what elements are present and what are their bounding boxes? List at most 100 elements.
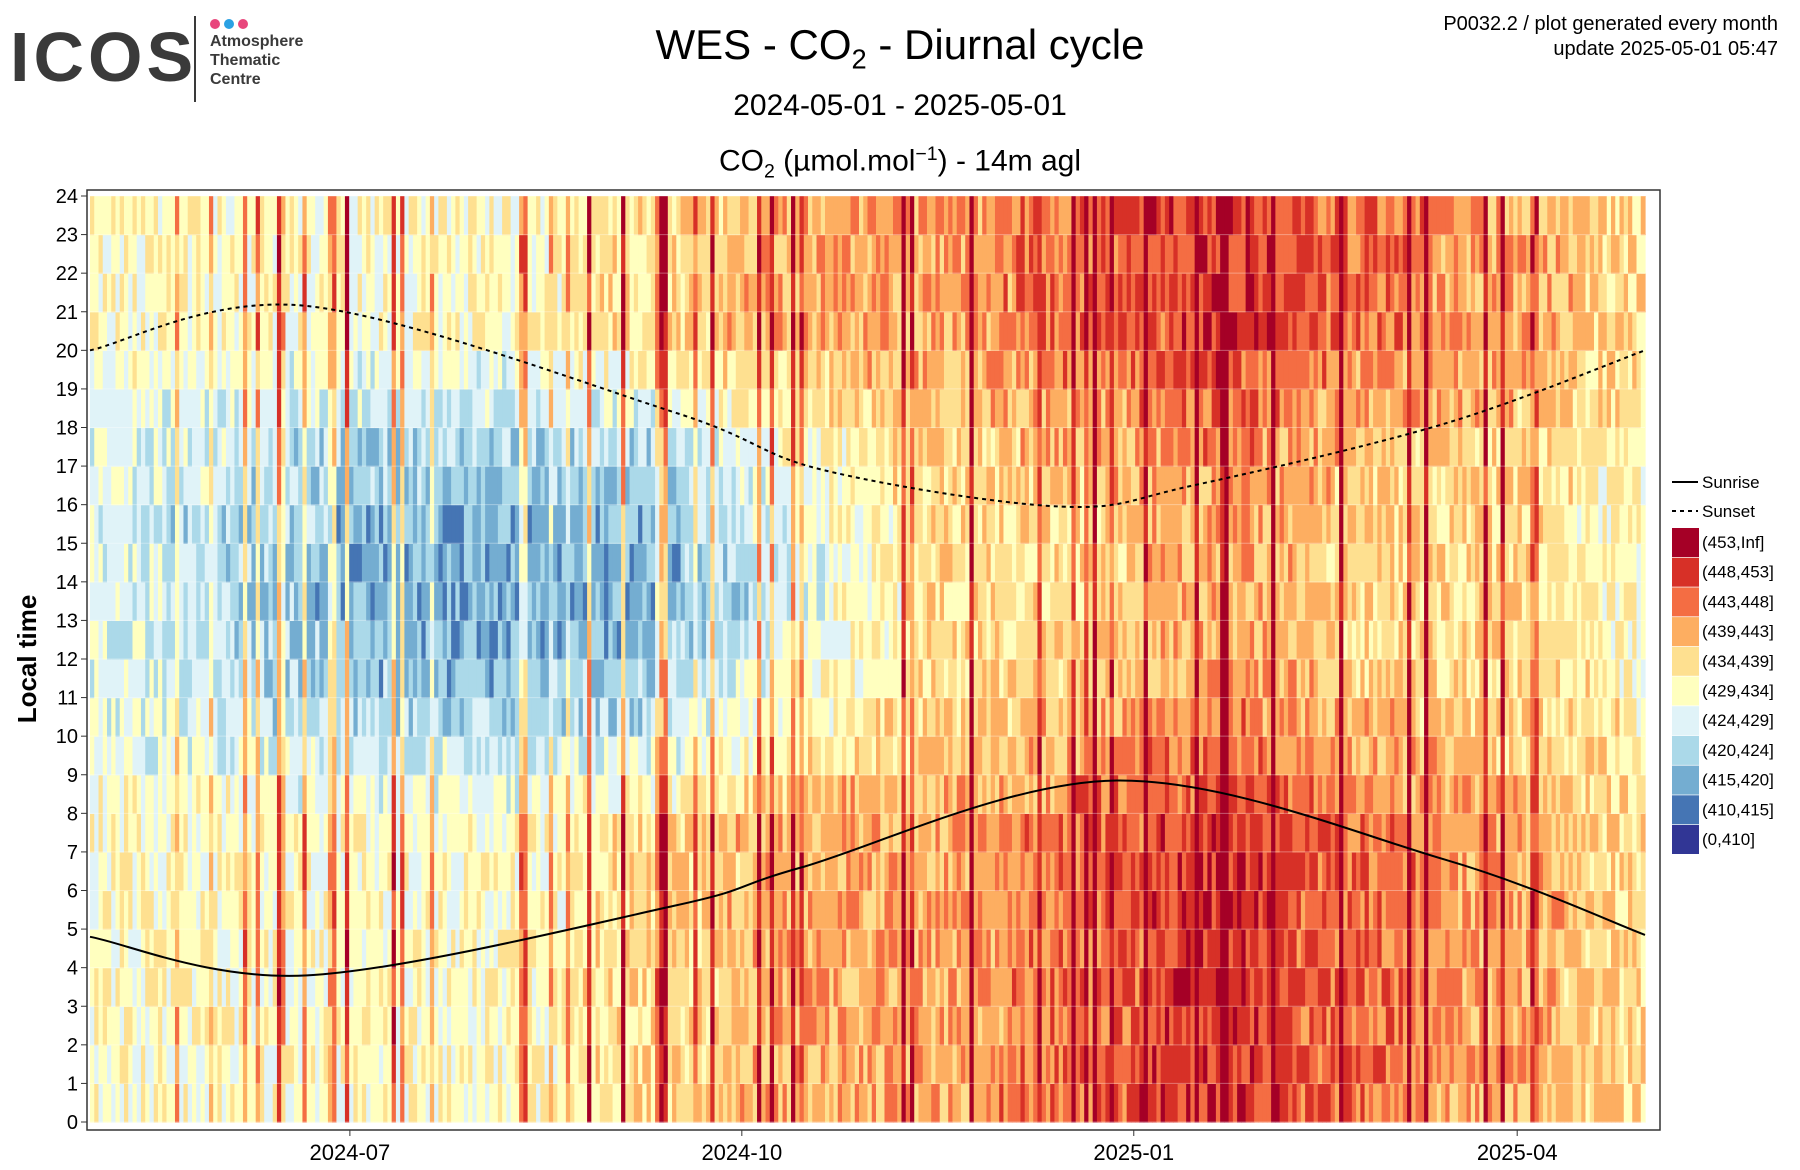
heat-cell bbox=[706, 234, 711, 274]
heat-cell bbox=[544, 1083, 550, 1123]
heat-cell bbox=[727, 851, 733, 892]
heat-cell bbox=[315, 890, 321, 930]
heat-cell bbox=[553, 890, 558, 930]
heat-cell bbox=[90, 350, 95, 390]
heat-cell bbox=[888, 234, 894, 274]
heat-cell bbox=[187, 466, 193, 506]
heat-cell bbox=[111, 1083, 117, 1123]
heat-cell bbox=[888, 620, 894, 660]
heat-cell bbox=[276, 466, 282, 506]
heat-cell bbox=[718, 273, 724, 313]
heat-cell bbox=[434, 388, 439, 429]
heat-cell bbox=[179, 890, 185, 930]
heat-cell bbox=[166, 1006, 172, 1046]
heat-cell bbox=[344, 581, 350, 622]
heat-cell bbox=[706, 350, 711, 390]
heat-cell bbox=[145, 350, 151, 390]
heat-cell bbox=[570, 311, 575, 351]
heat-cell bbox=[123, 890, 129, 930]
heat-cell bbox=[289, 581, 295, 622]
heat-cell bbox=[884, 929, 890, 969]
heat-cell bbox=[349, 620, 355, 660]
heat-cell bbox=[332, 890, 338, 930]
heat-cell bbox=[366, 504, 372, 544]
heat-cell bbox=[196, 350, 202, 390]
heat-cell bbox=[400, 851, 405, 892]
heat-cell bbox=[242, 929, 248, 969]
heat-cell bbox=[663, 388, 669, 429]
heat-cell bbox=[213, 697, 219, 737]
heat-cell bbox=[540, 851, 546, 892]
heat-cell bbox=[485, 1083, 490, 1123]
heat-cell bbox=[710, 273, 716, 313]
heat-cell bbox=[960, 890, 966, 930]
heat-cell bbox=[731, 273, 737, 313]
heat-cell bbox=[905, 427, 911, 467]
heat-cell bbox=[281, 736, 287, 776]
heat-cell bbox=[612, 388, 618, 429]
heat-cell bbox=[799, 581, 805, 622]
heat-cell bbox=[391, 311, 397, 351]
heat-cell bbox=[574, 736, 580, 776]
heat-cell bbox=[153, 659, 159, 699]
heat-cell bbox=[659, 929, 665, 969]
heat-cell bbox=[820, 504, 826, 544]
heat-cell bbox=[774, 1083, 779, 1123]
heat-cell bbox=[102, 273, 108, 313]
heat-cell bbox=[412, 543, 418, 583]
heat-cell bbox=[752, 311, 758, 351]
heat-cell bbox=[842, 196, 847, 236]
heat-cell bbox=[727, 273, 733, 313]
heat-cell bbox=[536, 774, 541, 814]
heat-cell bbox=[472, 774, 478, 814]
heat-cell bbox=[867, 929, 873, 969]
heat-cell bbox=[782, 543, 788, 583]
heat-cell bbox=[191, 697, 197, 737]
heat-cell bbox=[723, 890, 728, 930]
heat-cell bbox=[383, 620, 389, 660]
heat-cell bbox=[387, 388, 393, 429]
heat-cell bbox=[404, 350, 410, 390]
heat-cell bbox=[438, 273, 444, 313]
heat-cell bbox=[570, 466, 575, 506]
heat-cell bbox=[943, 196, 949, 236]
heat-cell bbox=[162, 273, 168, 313]
heat-cell bbox=[582, 967, 588, 1007]
heat-cell bbox=[196, 967, 202, 1007]
heat-cell bbox=[349, 697, 355, 737]
heat-cell bbox=[612, 427, 618, 467]
heat-cell bbox=[383, 543, 389, 583]
heat-cell bbox=[162, 388, 168, 429]
heat-cell bbox=[225, 890, 231, 930]
heat-cell bbox=[612, 1006, 618, 1046]
heat-cell bbox=[595, 967, 601, 1007]
heat-cell bbox=[642, 543, 648, 583]
heat-cell bbox=[510, 813, 516, 853]
heat-cell bbox=[251, 967, 257, 1007]
heat-cell bbox=[595, 736, 601, 776]
heat-cell bbox=[298, 967, 304, 1007]
heat-cell bbox=[706, 466, 711, 506]
heat-cell bbox=[506, 581, 512, 622]
heat-cell bbox=[281, 890, 287, 930]
heat-cell bbox=[395, 1083, 401, 1123]
heat-cell bbox=[323, 504, 329, 544]
heat-cell bbox=[196, 273, 202, 313]
heat-cell bbox=[842, 234, 847, 274]
heat-cell bbox=[527, 929, 533, 969]
heat-cell bbox=[689, 234, 694, 274]
heat-cell bbox=[463, 427, 469, 467]
heat-cell bbox=[332, 388, 338, 429]
heat-cell bbox=[157, 659, 163, 699]
heat-cell bbox=[672, 659, 677, 699]
heat-cell bbox=[230, 466, 236, 506]
heat-cell bbox=[782, 813, 788, 853]
heat-cell bbox=[374, 659, 380, 699]
heat-cell bbox=[115, 543, 121, 583]
heat-cell bbox=[451, 813, 456, 853]
heat-cell bbox=[421, 774, 427, 814]
heat-cell bbox=[242, 736, 248, 776]
heat-cell bbox=[731, 388, 737, 429]
heat-cell bbox=[816, 929, 822, 969]
heat-cell bbox=[340, 890, 346, 930]
